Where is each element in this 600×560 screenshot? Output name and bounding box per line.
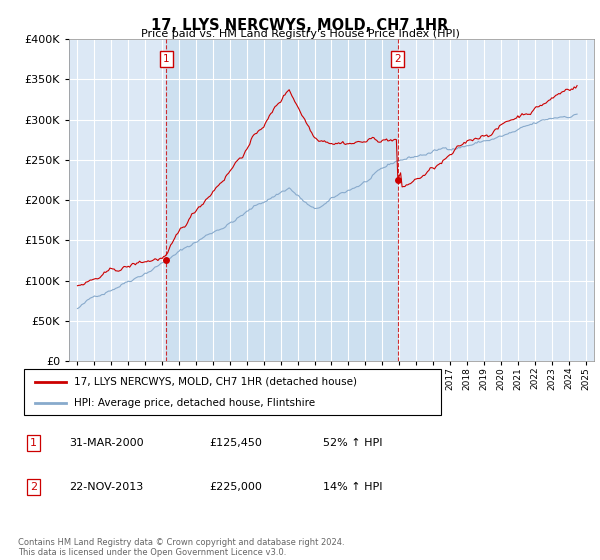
Text: 14% ↑ HPI: 14% ↑ HPI — [323, 482, 382, 492]
Text: £225,000: £225,000 — [210, 482, 263, 492]
Text: £125,450: £125,450 — [210, 438, 263, 448]
Text: HPI: Average price, detached house, Flintshire: HPI: Average price, detached house, Flin… — [74, 398, 316, 408]
Text: Contains HM Land Registry data © Crown copyright and database right 2024.
This d: Contains HM Land Registry data © Crown c… — [18, 538, 344, 557]
Text: 2: 2 — [394, 54, 401, 64]
Bar — [166, 39, 398, 361]
Text: 52% ↑ HPI: 52% ↑ HPI — [323, 438, 382, 448]
Text: 2: 2 — [30, 482, 37, 492]
Text: 1: 1 — [163, 54, 170, 64]
Text: 1: 1 — [30, 438, 37, 448]
Text: 22-NOV-2013: 22-NOV-2013 — [69, 482, 143, 492]
Text: 17, LLYS NERCWYS, MOLD, CH7 1HR (detached house): 17, LLYS NERCWYS, MOLD, CH7 1HR (detache… — [74, 377, 358, 387]
Text: 17, LLYS NERCWYS, MOLD, CH7 1HR: 17, LLYS NERCWYS, MOLD, CH7 1HR — [151, 18, 449, 33]
Text: Price paid vs. HM Land Registry's House Price Index (HPI): Price paid vs. HM Land Registry's House … — [140, 29, 460, 39]
Text: 31-MAR-2000: 31-MAR-2000 — [69, 438, 143, 448]
